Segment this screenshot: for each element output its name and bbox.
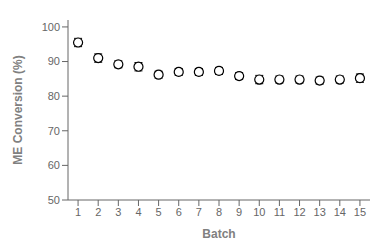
svg-text:14: 14 <box>334 206 346 218</box>
svg-text:6: 6 <box>176 206 182 218</box>
svg-text:3: 3 <box>115 206 121 218</box>
svg-text:ME Conversion (%): ME Conversion (%) <box>11 55 25 164</box>
svg-text:4: 4 <box>135 206 141 218</box>
svg-text:12: 12 <box>293 206 305 218</box>
svg-text:1: 1 <box>75 206 81 218</box>
svg-text:10: 10 <box>253 206 265 218</box>
svg-text:7: 7 <box>196 206 202 218</box>
svg-text:80: 80 <box>48 90 60 102</box>
svg-text:8: 8 <box>216 206 222 218</box>
svg-text:60: 60 <box>48 159 60 171</box>
svg-text:90: 90 <box>48 55 60 67</box>
svg-text:50: 50 <box>48 194 60 206</box>
svg-text:70: 70 <box>48 125 60 137</box>
svg-text:100: 100 <box>42 21 60 33</box>
svg-text:9: 9 <box>236 206 242 218</box>
svg-text:2: 2 <box>95 206 101 218</box>
svg-text:11: 11 <box>274 206 285 218</box>
svg-text:15: 15 <box>354 206 366 218</box>
svg-text:Batch: Batch <box>202 227 235 241</box>
svg-text:5: 5 <box>156 206 162 218</box>
svg-text:13: 13 <box>314 206 326 218</box>
